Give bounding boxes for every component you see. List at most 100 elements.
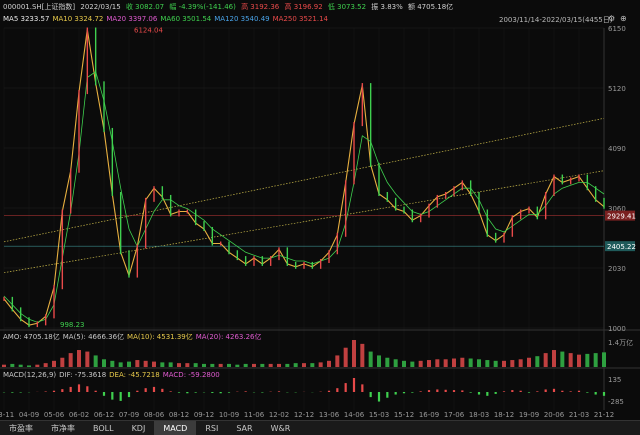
ma-legend-item-1: MA10 3324.72 [52,15,104,23]
y-tick-0: 1000 [608,325,626,333]
volume-bar-16 [135,360,140,367]
macd-legend-item-2: DEA: -45.7218 [109,371,160,379]
macd-legend: MACD(12,26,9) DIF: -75.3618 DEA: -45.7218 M… [3,371,223,379]
security-code: 000001.SH[上证指数] [3,3,76,11]
volume-bar-36 [302,363,306,367]
volume-bar-22 [185,363,190,367]
ma-legend-item-3: MA60 3501.54 [160,15,212,23]
volume-bar-19 [160,362,165,367]
macd-legend-item-0: MACD(12,26,9) [3,371,57,379]
change-pct: 幅 -4.39%(-141.46) [169,3,236,11]
volume-bar-32 [268,363,273,367]
volume-bar-0 [2,364,6,367]
volume-bar-68 [568,353,573,367]
ma-legend-item-2: MA20 3397.06 [106,15,158,23]
main-chart[interactable]: 1000 2030 3060 4090 5120 6150 03-11 04-09 05-06 0… [0,0,640,420]
low-annotation: 998.23 [60,321,85,329]
volume-bar-11 [93,355,98,367]
volume-bar-1 [10,363,15,367]
y-tick-3: 4090 [608,145,626,153]
volume-bar-44 [368,351,373,367]
volume-bar-71 [593,353,598,367]
amplitude: 振 3.83% [371,3,403,11]
tab-6[interactable]: SAR [236,424,253,433]
volume-bar-20 [168,362,173,367]
macd-axis-label-0: 135 [608,376,621,384]
y-tick-2: 3060 [608,205,626,213]
volume-legend-item-0: AMO: 4705.18亿 [3,333,60,341]
volume-bar-21 [177,363,181,367]
volume-bar-30 [252,363,256,367]
level-price-label-box [605,241,635,252]
x-tick-23: 21-03 [569,411,589,419]
volume-legend: AMO: 4705.18亿 MA(5): 4666.36亿 MA(10): 4531… [3,332,265,342]
volume-bar-64 [535,356,540,367]
ma-legend-item-0: MA5 3233.57 [3,15,50,23]
tab-1[interactable]: 市净率 [51,424,75,433]
x-tick-13: 13-06 [319,411,340,419]
x-tick-9: 10-09 [219,411,239,419]
settings-icon[interactable]: ⚙ [608,14,616,23]
volume-legend-item-3: MA(20): 4263.26亿 [195,333,262,341]
volume-bar-7 [60,357,65,367]
tab-3[interactable]: KDJ [131,424,146,433]
volume-bar-29 [243,363,248,367]
tab-0[interactable]: 市盈率 [9,424,33,433]
x-tick-16: 15-12 [394,411,414,419]
volume-axis-label: 1.4万亿 [608,338,633,347]
volume-bar-35 [293,363,298,367]
close-price: 收 3082.07 [125,3,165,11]
indicator-tabs: 市盈率 市净率 BOLL KDJ MACD RSI SAR W&R [0,420,640,435]
date-range: 2003/11/14-2022/03/15(4455日) [499,16,613,24]
tab-4[interactable]: MACD [154,421,197,435]
volume-bar-25 [210,363,215,367]
volume-bar-59 [493,360,498,367]
volume-bar-42 [352,340,356,367]
zoom-icon[interactable]: ⊕ [620,14,627,23]
tab-2[interactable]: BOLL [93,424,114,433]
volume-bar-28 [235,364,240,367]
volume-bar-15 [127,361,131,367]
x-tick-19: 18-03 [469,411,489,419]
volume-bar-48 [402,360,406,367]
x-tick-5: 07-09 [119,411,139,419]
volume-bar-49 [410,361,415,367]
volume-bar-58 [485,360,490,367]
volume-bar-31 [260,363,265,367]
volume-bar-17 [143,360,148,367]
x-tick-11: 12-02 [269,411,289,419]
x-tick-2: 05-06 [44,411,65,419]
volume-bar-24 [202,363,206,367]
volume-bar-72 [602,352,606,367]
volume-bar-65 [543,353,548,367]
volume-bar-47 [393,359,398,367]
x-tick-3: 06-02 [69,411,89,419]
ma-legend: MA5 3233.57 MA10 3324.72 MA20 3397.06 MA60 … [3,15,331,23]
tab-7[interactable]: W&R [270,424,291,433]
ma-legend-item-4: MA120 3540.49 [214,15,270,23]
x-tick-15: 15-03 [369,411,389,419]
volume-bar-70 [585,353,590,367]
quote-header: 000001.SH[上证指数] 2022/03/15 收 3082.07 幅 -… [3,2,456,12]
volume-bar-2 [18,364,23,367]
tab-5[interactable]: RSI [205,424,219,433]
volume-bar-40 [335,355,340,367]
volume-legend-item-2: MA(10): 4531.39亿 [127,333,193,341]
x-tick-14: 14-06 [344,411,365,419]
volume-bar-8 [68,353,73,367]
volume-bar-60 [502,360,506,367]
volume-bar-46 [385,357,390,367]
x-tick-20: 18-12 [494,411,514,419]
y-tick-5: 6150 [608,25,626,33]
y-tick-4: 5120 [608,85,626,93]
volume-bar-13 [110,360,115,367]
x-tick-6: 08-06 [144,411,165,419]
volume-bar-18 [152,361,156,367]
volume-bar-6 [52,360,56,367]
volume-bar-62 [518,359,523,367]
x-tick-18: 17-06 [444,411,465,419]
volume-bar-61 [510,360,515,367]
channel-line-0 [3,170,605,274]
volume-bar-3 [27,365,31,367]
